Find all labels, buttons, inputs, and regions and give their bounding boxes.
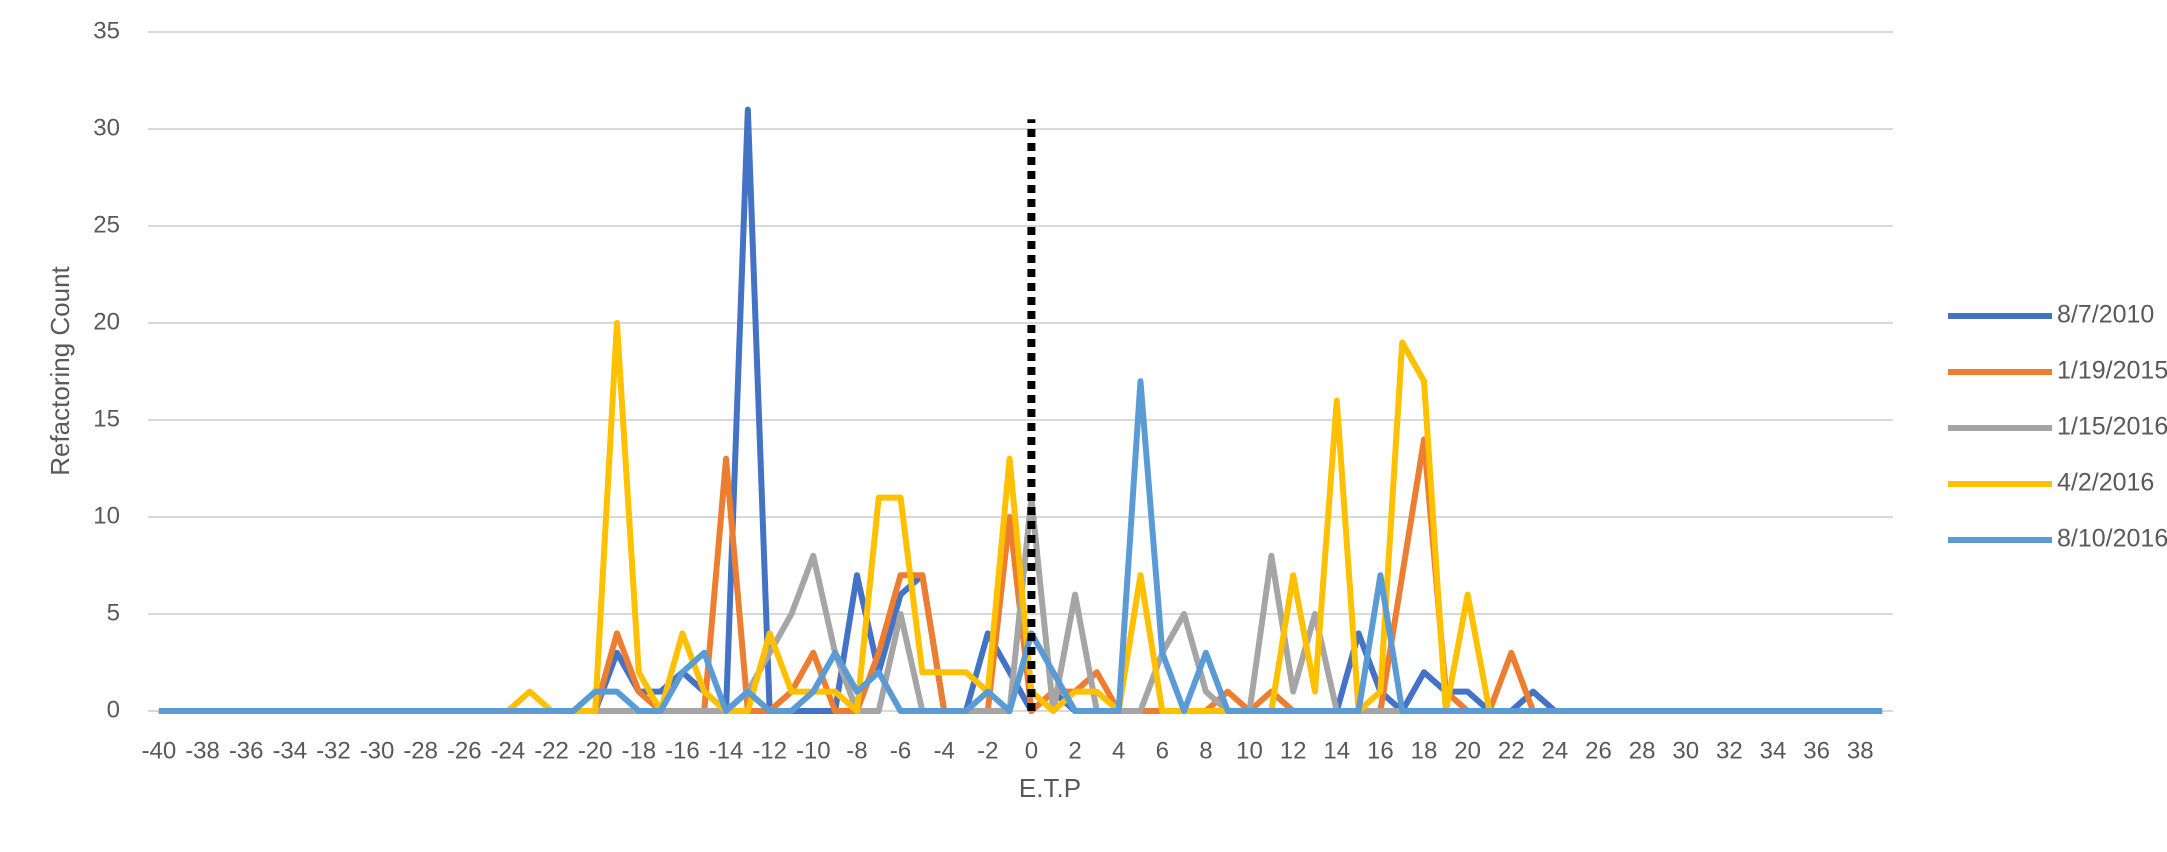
x-tick-label: 24: [1542, 737, 1569, 764]
y-tick-label: 5: [107, 599, 120, 626]
legend-label: 4/2/2016: [2057, 469, 2154, 497]
x-tick-label: -8: [846, 737, 867, 764]
x-tick-label: -34: [272, 737, 307, 764]
x-tick-label: 0: [1025, 737, 1038, 764]
x-tick-label: -38: [185, 737, 220, 764]
x-tick-label: -32: [316, 737, 351, 764]
x-tick-label: 8: [1199, 737, 1212, 764]
x-tick-label: -10: [796, 737, 831, 764]
x-tick-label: 6: [1156, 737, 1169, 764]
x-tick-label: -14: [709, 737, 744, 764]
x-tick-label: -26: [447, 737, 482, 764]
x-tick-label: -2: [977, 737, 998, 764]
x-tick-label: -40: [142, 737, 177, 764]
x-tick-label: 12: [1280, 737, 1307, 764]
x-tick-label: 32: [1716, 737, 1743, 764]
y-tick-label: 20: [93, 308, 120, 335]
x-tick-label: -12: [752, 737, 787, 764]
legend-label: 1/15/2016: [2057, 413, 2167, 441]
x-tick-label: 2: [1068, 737, 1081, 764]
y-tick-label: 25: [93, 211, 120, 238]
x-tick-label: -36: [229, 737, 264, 764]
x-tick-label: 18: [1411, 737, 1438, 764]
y-tick-label: 30: [93, 114, 120, 141]
x-tick-label: 30: [1672, 737, 1699, 764]
x-tick-label: -28: [403, 737, 438, 764]
x-tick-label: -24: [491, 737, 526, 764]
x-tick-label: -6: [890, 737, 911, 764]
x-tick-label: -22: [534, 737, 569, 764]
x-tick-label: 4: [1112, 737, 1125, 764]
x-tick-label: -18: [621, 737, 656, 764]
x-tick-label: 22: [1498, 737, 1525, 764]
x-tick-label: 38: [1847, 737, 1874, 764]
x-tick-label: 16: [1367, 737, 1394, 764]
y-tick-label: 15: [93, 405, 120, 432]
x-tick-label: 36: [1803, 737, 1830, 764]
y-axis-label: Refactoring Count: [45, 265, 75, 475]
x-tick-label: -4: [933, 737, 954, 764]
legend-label: 8/10/2016: [2057, 525, 2167, 553]
y-tick-label: 10: [93, 502, 120, 529]
x-tick-label: 28: [1629, 737, 1656, 764]
legend-label: 1/19/2015: [2057, 357, 2167, 385]
x-tick-label: 10: [1236, 737, 1263, 764]
series-line: [158, 378, 1883, 714]
x-tick-label: 34: [1760, 737, 1787, 764]
y-tick-label: 0: [107, 696, 120, 723]
x-tick-label: -30: [360, 737, 395, 764]
x-axis-label: E.T.P: [1019, 773, 1081, 803]
x-tick-label: -16: [665, 737, 700, 764]
x-tick-label: -20: [578, 737, 613, 764]
x-tick-label: 20: [1454, 737, 1481, 764]
legend-label: 8/7/2010: [2057, 301, 2154, 329]
y-tick-label: 35: [93, 17, 120, 44]
x-tick-label: 26: [1585, 737, 1612, 764]
x-tick-label: 14: [1323, 737, 1350, 764]
